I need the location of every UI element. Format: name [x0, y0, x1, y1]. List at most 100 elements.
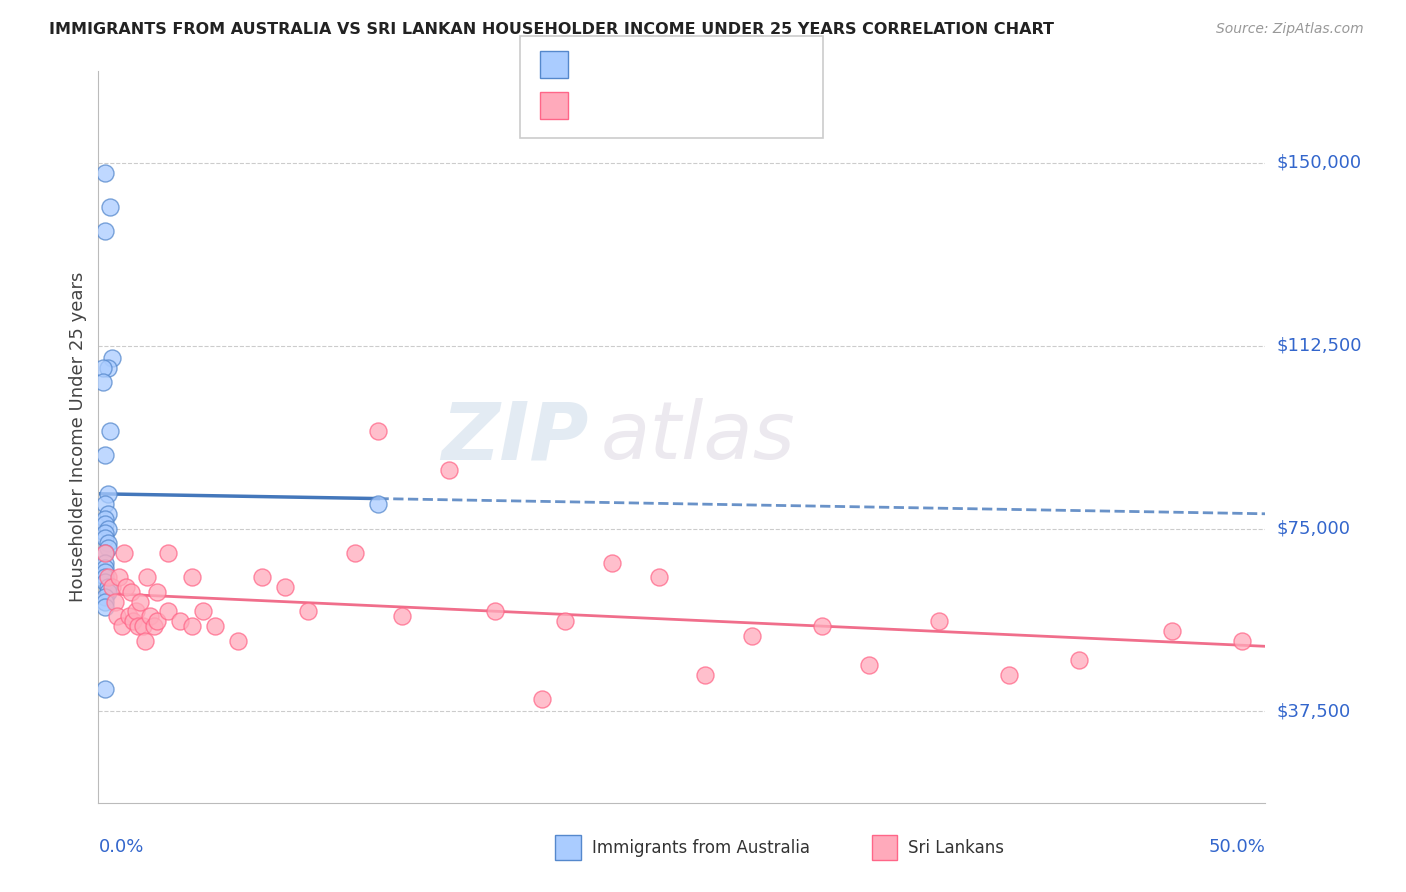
Text: N =: N = — [679, 55, 716, 73]
Text: 32: 32 — [717, 55, 738, 73]
Point — [1230, 633, 1253, 648]
Point — [146, 614, 169, 628]
Point — [111, 619, 134, 633]
Point — [97, 570, 120, 584]
Point — [134, 633, 156, 648]
Point — [554, 614, 576, 628]
Point — [695, 667, 717, 681]
Point — [94, 165, 117, 179]
Point — [94, 526, 117, 541]
Point — [367, 424, 389, 438]
Point — [118, 609, 141, 624]
Text: $150,000: $150,000 — [1277, 153, 1361, 172]
Point — [437, 463, 460, 477]
Point — [297, 604, 319, 618]
Point — [115, 580, 138, 594]
Point — [94, 497, 117, 511]
Point — [127, 619, 149, 633]
Text: Source: ZipAtlas.com: Source: ZipAtlas.com — [1216, 22, 1364, 37]
Point — [108, 570, 131, 584]
Text: N =: N = — [679, 96, 716, 114]
Text: $37,500: $37,500 — [1277, 702, 1351, 721]
Point — [94, 556, 117, 570]
Text: Immigrants from Australia: Immigrants from Australia — [592, 839, 810, 857]
Point — [204, 619, 226, 633]
Point — [98, 200, 121, 214]
Point — [1161, 624, 1184, 638]
Point — [97, 521, 120, 535]
Point — [157, 604, 180, 618]
Point — [228, 633, 250, 648]
Point — [146, 585, 169, 599]
Text: atlas: atlas — [600, 398, 794, 476]
Point — [97, 536, 120, 550]
Text: $112,500: $112,500 — [1277, 336, 1362, 355]
Point — [98, 424, 121, 438]
Point — [94, 594, 117, 608]
Point — [120, 585, 142, 599]
Point — [125, 604, 148, 618]
Text: Sri Lankans: Sri Lankans — [908, 839, 1004, 857]
Point — [97, 580, 120, 594]
Point — [94, 516, 117, 531]
Point — [530, 692, 553, 706]
Point — [169, 614, 191, 628]
Point — [484, 604, 506, 618]
Point — [94, 448, 117, 462]
Point — [91, 375, 114, 389]
Point — [180, 619, 202, 633]
Point — [143, 619, 166, 633]
Point — [344, 546, 367, 560]
Text: IMMIGRANTS FROM AUSTRALIA VS SRI LANKAN HOUSEHOLDER INCOME UNDER 25 YEARS CORREL: IMMIGRANTS FROM AUSTRALIA VS SRI LANKAN … — [49, 22, 1054, 37]
Point — [94, 546, 117, 560]
Point — [136, 570, 159, 584]
Point — [139, 609, 162, 624]
Point — [391, 609, 413, 624]
Point — [94, 531, 117, 545]
Text: R =: R = — [581, 96, 617, 114]
Point — [105, 609, 128, 624]
Point — [122, 614, 145, 628]
Point — [112, 546, 135, 560]
Point — [97, 541, 120, 555]
Point — [101, 351, 124, 365]
Point — [94, 682, 117, 697]
Point — [97, 507, 120, 521]
Point — [94, 546, 117, 560]
Point — [94, 224, 117, 238]
Point — [647, 570, 669, 584]
Text: 0.067: 0.067 — [620, 55, 668, 73]
Point — [132, 619, 155, 633]
Text: R =: R = — [581, 55, 617, 73]
Text: 50.0%: 50.0% — [1209, 838, 1265, 855]
Point — [741, 629, 763, 643]
Point — [250, 570, 273, 584]
Point — [858, 658, 880, 673]
Point — [274, 580, 297, 594]
Point — [180, 570, 202, 584]
Point — [91, 360, 114, 375]
Point — [97, 585, 120, 599]
Point — [94, 599, 117, 614]
Point — [94, 512, 117, 526]
Point — [129, 594, 152, 608]
Point — [94, 560, 117, 574]
Point — [367, 497, 389, 511]
Point — [157, 546, 180, 560]
Point — [97, 487, 120, 501]
Point — [97, 360, 120, 375]
Point — [94, 566, 117, 580]
Text: $75,000: $75,000 — [1277, 519, 1351, 538]
Text: 51: 51 — [717, 96, 738, 114]
Text: 0.0%: 0.0% — [98, 838, 143, 855]
Text: ZIP: ZIP — [441, 398, 589, 476]
Point — [600, 556, 623, 570]
Point — [94, 590, 117, 604]
Point — [811, 619, 834, 633]
Point — [104, 594, 127, 608]
Point — [997, 667, 1019, 681]
Point — [1067, 653, 1090, 667]
Point — [928, 614, 950, 628]
Point — [193, 604, 215, 618]
Point — [101, 580, 124, 594]
